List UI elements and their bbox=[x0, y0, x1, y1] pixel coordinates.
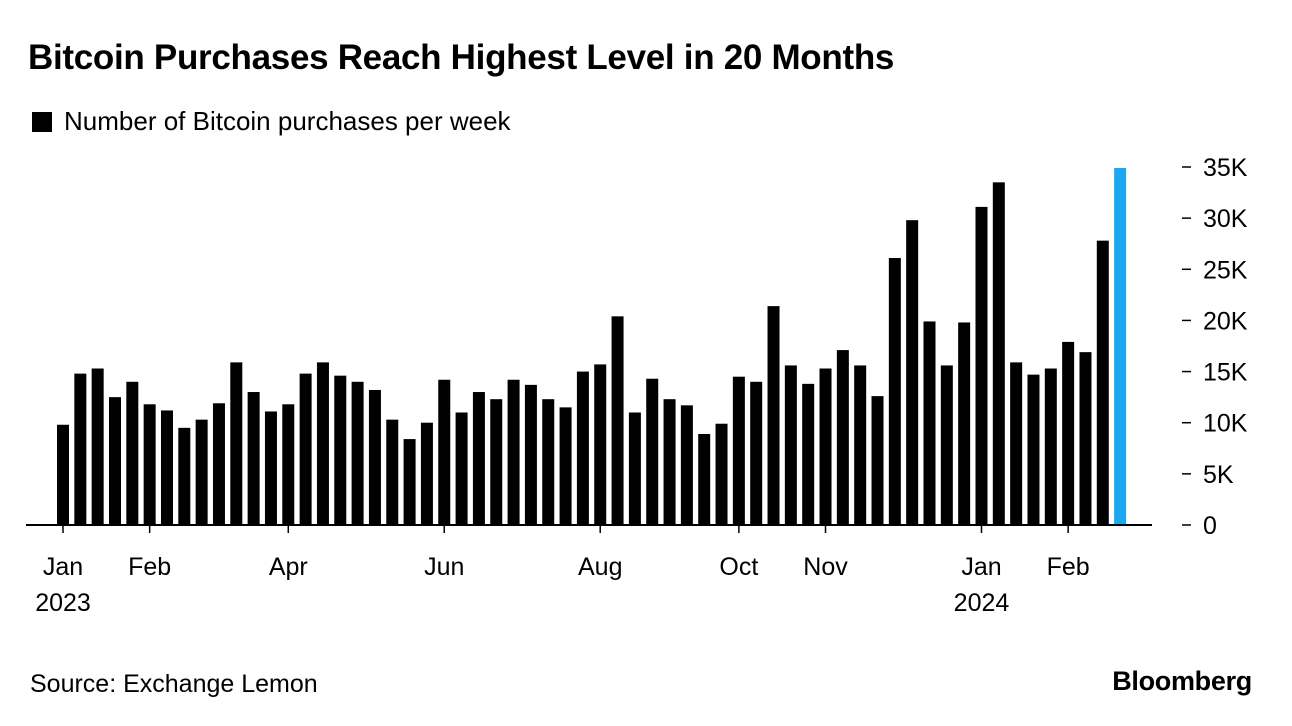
bar bbox=[1096, 240, 1109, 525]
bloomberg-logo: Bloomberg bbox=[1112, 666, 1252, 696]
bar bbox=[299, 373, 312, 525]
x-tick-label: Jan bbox=[961, 553, 1001, 581]
bar bbox=[351, 381, 364, 525]
bar bbox=[663, 399, 676, 525]
bar bbox=[1010, 362, 1023, 525]
bar bbox=[992, 182, 1005, 525]
y-tick-label: 10K bbox=[1203, 410, 1248, 438]
bar bbox=[264, 411, 277, 525]
bar bbox=[784, 365, 797, 525]
x-axis: Jan 2023 Feb Apr Jun Aug Oct Nov Jan 2024 Feb bbox=[26, 524, 1152, 617]
bar bbox=[732, 376, 745, 525]
bar bbox=[507, 379, 520, 525]
x-tick-year-label: 2023 bbox=[35, 589, 91, 617]
y-tick-label: 35K bbox=[1203, 154, 1248, 182]
bar bbox=[1079, 352, 1092, 525]
bar bbox=[1027, 374, 1040, 525]
bar bbox=[91, 368, 104, 525]
y-tick-label: 15K bbox=[1203, 359, 1248, 387]
bar bbox=[958, 322, 971, 525]
y-tick-label: 5K bbox=[1203, 461, 1234, 489]
bar bbox=[680, 405, 693, 525]
x-tick-label: Oct bbox=[719, 553, 758, 581]
bar bbox=[195, 419, 208, 525]
x-tick-year-label: 2024 bbox=[954, 589, 1010, 617]
x-tick-label: Jan bbox=[43, 553, 83, 581]
chart-title: Bitcoin Purchases Reach Highest Level in… bbox=[28, 38, 895, 77]
bar bbox=[126, 381, 139, 525]
x-tick-label: Nov bbox=[803, 553, 848, 581]
bar bbox=[542, 399, 555, 525]
legend-swatch bbox=[32, 111, 52, 132]
bar bbox=[576, 371, 589, 525]
bar bbox=[386, 419, 399, 525]
bar bbox=[715, 423, 728, 525]
bar bbox=[836, 350, 849, 525]
y-tick-label: 25K bbox=[1203, 256, 1248, 284]
bar bbox=[334, 375, 347, 525]
bar bbox=[559, 407, 572, 525]
bar bbox=[767, 306, 780, 525]
x-tick-label: Apr bbox=[269, 553, 308, 581]
y-tick-label: 0 bbox=[1203, 512, 1217, 540]
bar bbox=[403, 439, 416, 525]
bar bbox=[316, 362, 329, 525]
bar bbox=[854, 365, 867, 525]
legend: Number of Bitcoin purchases per week bbox=[32, 106, 511, 137]
bar bbox=[923, 321, 936, 525]
bar bbox=[282, 404, 295, 525]
bar bbox=[143, 404, 156, 525]
bar bbox=[524, 384, 537, 525]
x-tick-label: Feb bbox=[1047, 553, 1090, 581]
source-note: Source: Exchange Lemon bbox=[30, 670, 318, 698]
y-tick-label: 30K bbox=[1203, 205, 1248, 233]
legend-label: Number of Bitcoin purchases per week bbox=[64, 106, 511, 136]
bar bbox=[819, 368, 832, 525]
bar bbox=[871, 396, 884, 525]
bar bbox=[108, 397, 121, 525]
bar bbox=[247, 392, 260, 525]
bar bbox=[455, 412, 468, 525]
bar bbox=[490, 399, 503, 525]
bar bbox=[628, 412, 641, 525]
bar bbox=[1062, 341, 1075, 525]
bar bbox=[160, 410, 173, 525]
bar bbox=[698, 433, 711, 525]
bar bbox=[212, 403, 225, 525]
bar bbox=[940, 365, 953, 525]
bar bbox=[230, 362, 243, 525]
bar bbox=[472, 392, 485, 525]
bar bbox=[750, 381, 763, 525]
bar bbox=[646, 378, 659, 525]
bar bbox=[802, 383, 815, 525]
y-axis: 0 5K 10K 15K 20K 25K 30K 35K bbox=[1182, 154, 1248, 540]
bar bbox=[975, 206, 988, 525]
bar bbox=[178, 427, 191, 525]
bar bbox=[74, 373, 87, 525]
bar bbox=[368, 389, 381, 525]
bars-group bbox=[57, 168, 1127, 525]
bar bbox=[906, 220, 919, 525]
x-tick-label: Jun bbox=[424, 553, 464, 581]
bar bbox=[594, 364, 607, 525]
y-tick-label: 20K bbox=[1203, 307, 1248, 335]
x-tick-label: Feb bbox=[128, 553, 171, 581]
bar bbox=[1044, 368, 1057, 525]
bar bbox=[1114, 168, 1127, 525]
bar bbox=[57, 424, 69, 525]
bar bbox=[888, 258, 901, 525]
bar bbox=[420, 422, 433, 525]
bar bbox=[438, 379, 451, 525]
bar bbox=[611, 316, 624, 525]
x-tick-label: Aug bbox=[578, 553, 622, 581]
